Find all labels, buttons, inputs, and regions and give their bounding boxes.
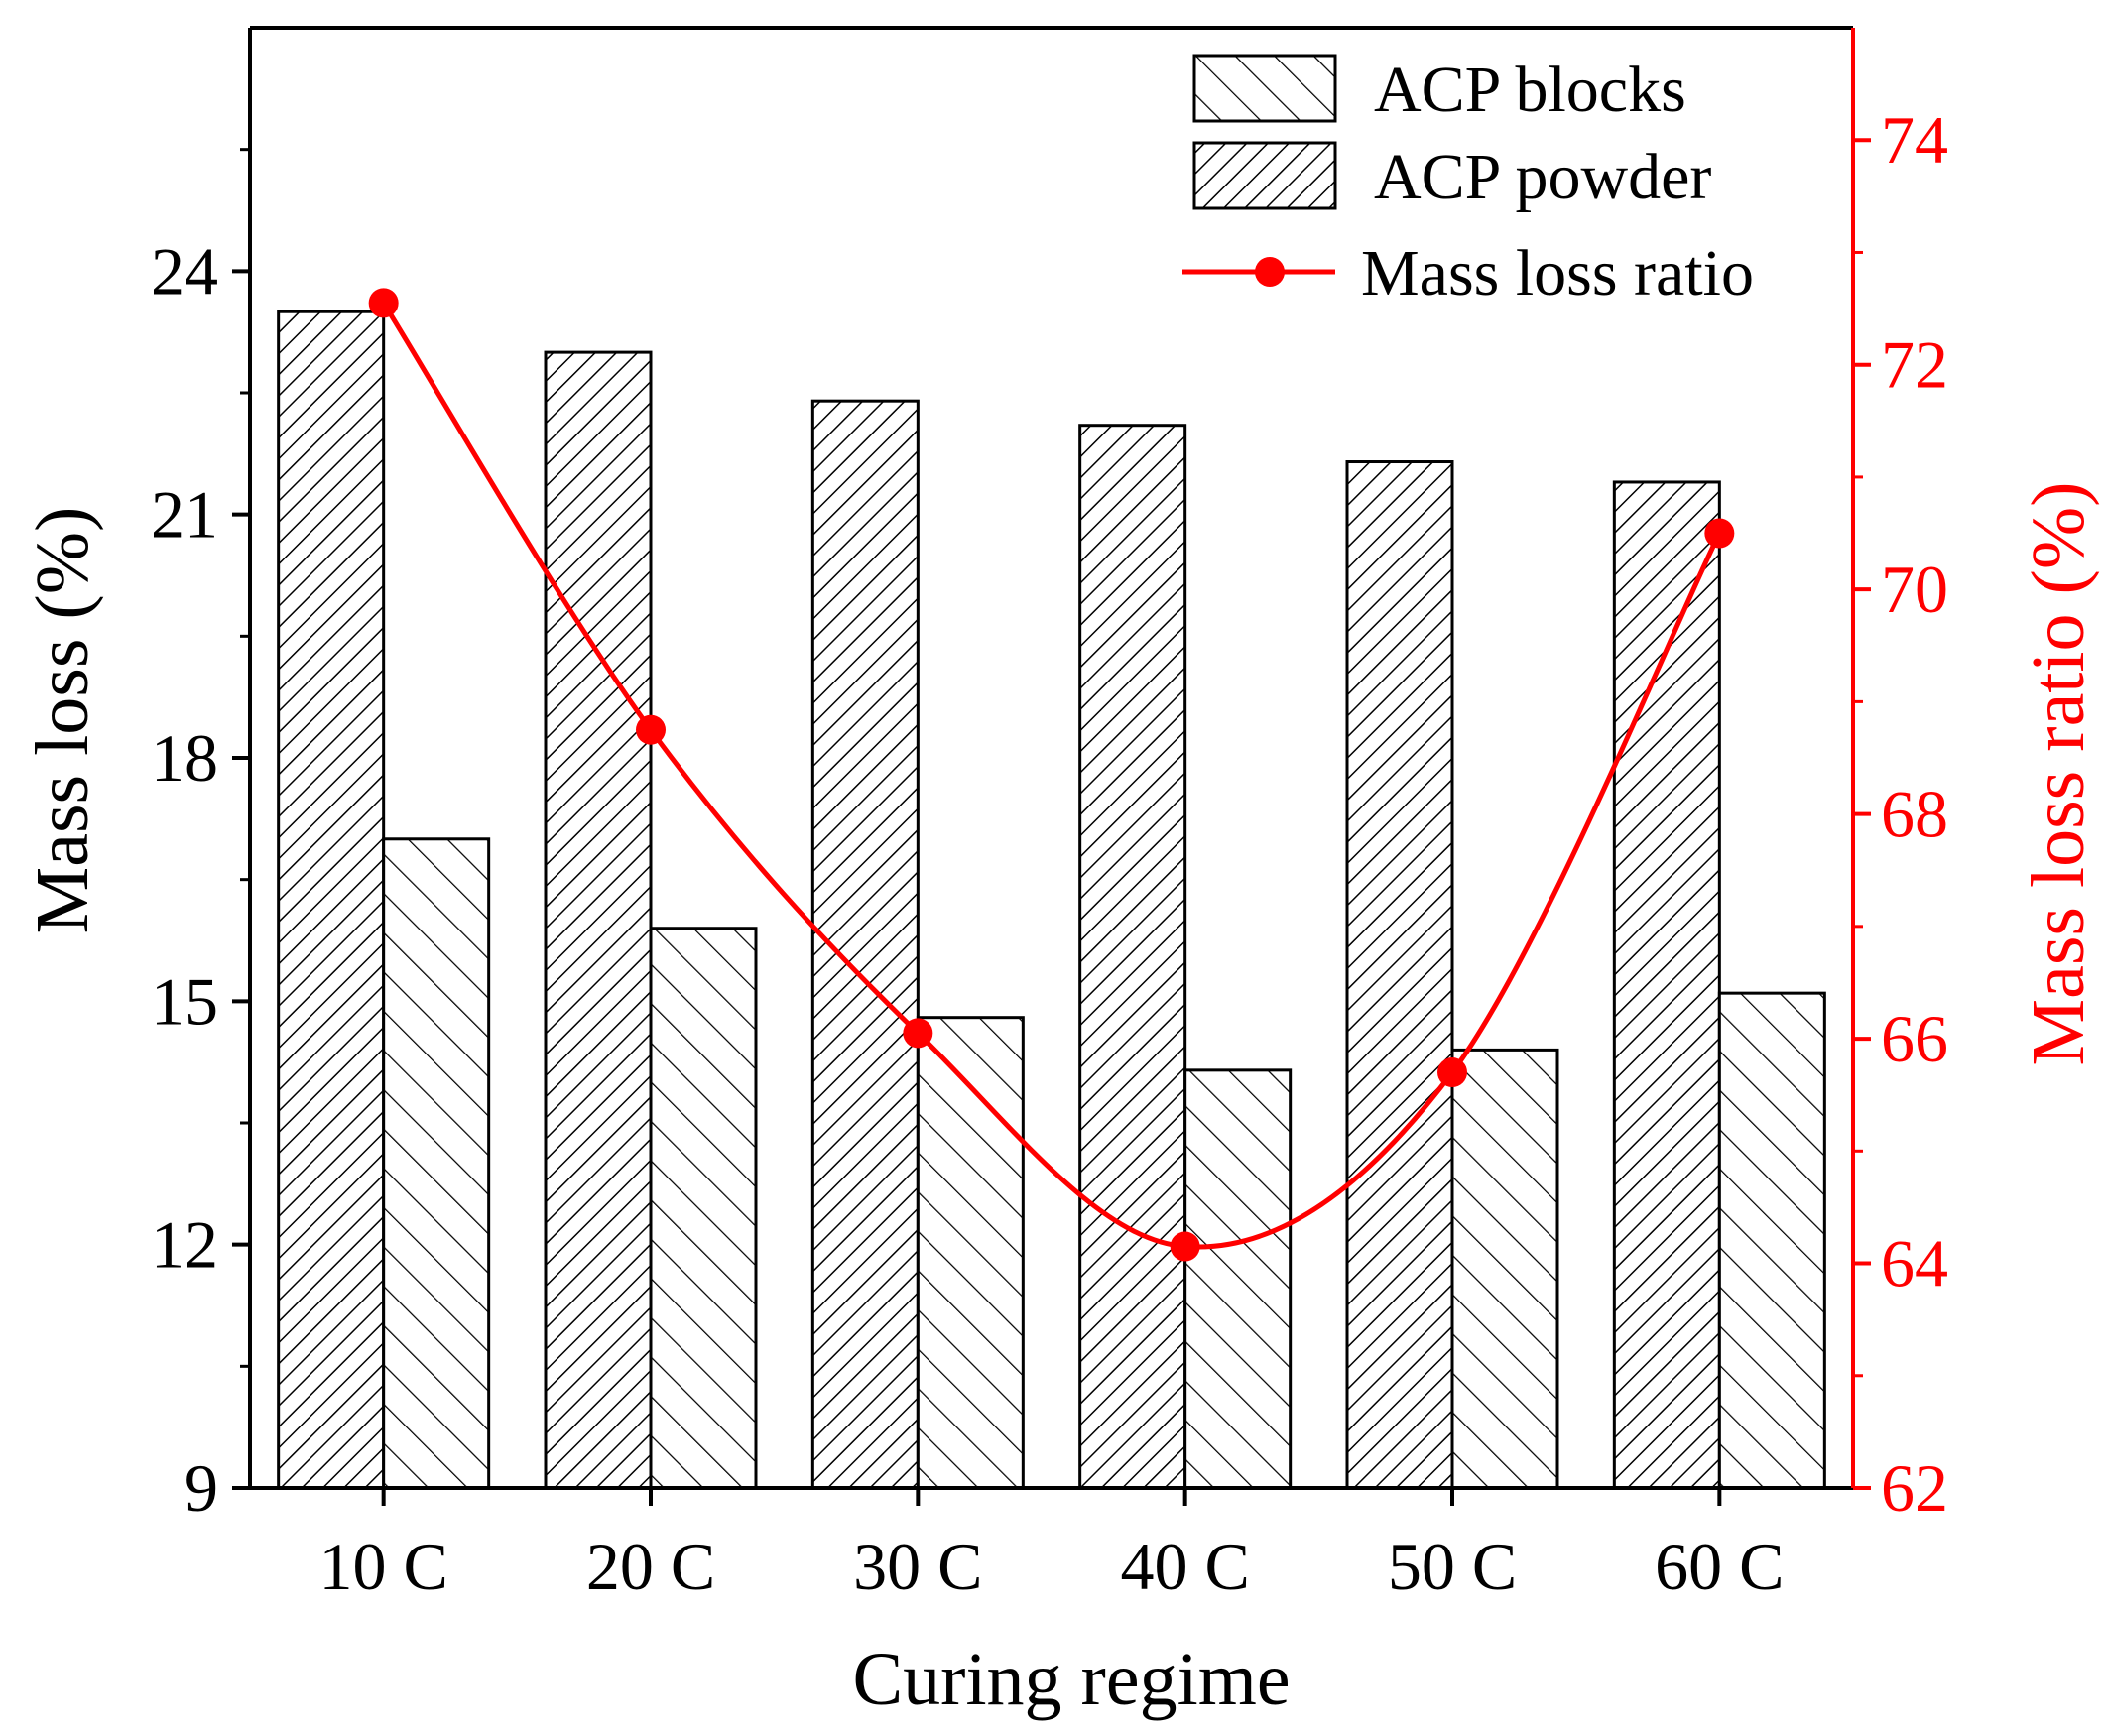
ratio-point-6	[1704, 518, 1735, 549]
legend-label-acp-powder: ACP powder	[1374, 141, 1711, 213]
right-y-ticks: 62 64 66 68 70 72 74	[1853, 102, 1948, 1526]
left-y-axis-title: Mass loss (%)	[21, 507, 104, 934]
left-y-ticks: 9 12 15 18 21 24	[151, 148, 250, 1526]
legend-swatch-acp-powder	[1192, 141, 1337, 210]
right-tick-label: 68	[1881, 777, 1948, 852]
left-tick-label: 12	[151, 1207, 218, 1283]
left-tick-label: 24	[151, 233, 218, 309]
right-y-axis-title: Mass loss ratio (%)	[2017, 482, 2100, 1066]
legend-label-acp-blocks: ACP blocks	[1374, 54, 1686, 126]
left-tick-label: 15	[151, 963, 218, 1039]
legend-swatch-acp-blocks	[1192, 54, 1337, 123]
bar-acp-blocks-6	[1717, 991, 1826, 1490]
right-tick-label: 62	[1881, 1450, 1948, 1526]
legend-marker-mass-loss-ratio	[1255, 257, 1285, 287]
ratio-point-4	[1170, 1231, 1200, 1262]
bar-acp-blocks-2	[649, 927, 758, 1490]
legend-label-mass-loss-ratio: Mass loss ratio	[1361, 237, 1754, 310]
x-tick-label: 10 C	[318, 1529, 447, 1604]
left-tick-label: 18	[151, 720, 218, 796]
right-tick-label: 72	[1881, 327, 1948, 403]
bar-acp-blocks-5	[1450, 1048, 1559, 1490]
x-tick-label: 50 C	[1388, 1529, 1517, 1604]
x-tick-label: 40 C	[1120, 1529, 1249, 1604]
bars	[277, 310, 1826, 1490]
ratio-point-5	[1437, 1057, 1467, 1088]
bar-acp-powder-5	[1345, 460, 1454, 1490]
x-axis-title: Curing regime	[852, 1638, 1290, 1721]
bar-acp-powder-6	[1612, 480, 1721, 1490]
x-tick-label: 60 C	[1655, 1529, 1784, 1604]
right-tick-label: 74	[1881, 102, 1948, 178]
legend: ACP blocks ACP powder Mass loss ratio	[1182, 54, 1754, 310]
bar-acp-blocks-1	[382, 837, 491, 1490]
bar-acp-blocks-3	[916, 1016, 1025, 1490]
right-tick-label: 64	[1881, 1226, 1948, 1302]
left-tick-label: 21	[151, 477, 218, 553]
mass-loss-ratio-markers	[368, 288, 1735, 1262]
ratio-point-2	[636, 714, 666, 745]
x-ticks: 10 C 20 C 30 C 40 C 50 C 60 C	[318, 1488, 1785, 1604]
bar-acp-blocks-4	[1183, 1068, 1293, 1490]
right-tick-label: 66	[1881, 1001, 1948, 1076]
x-tick-label: 20 C	[586, 1529, 715, 1604]
bar-acp-powder-2	[544, 350, 653, 1490]
mass-loss-ratio-line	[381, 302, 1722, 1250]
ratio-point-3	[903, 1018, 933, 1049]
ratio-point-1	[368, 288, 399, 318]
bar-acp-powder-4	[1078, 424, 1187, 1490]
bar-acp-powder-1	[277, 310, 386, 1490]
x-tick-label: 30 C	[853, 1529, 982, 1604]
right-tick-label: 70	[1881, 552, 1948, 627]
left-tick-label: 9	[185, 1450, 218, 1526]
